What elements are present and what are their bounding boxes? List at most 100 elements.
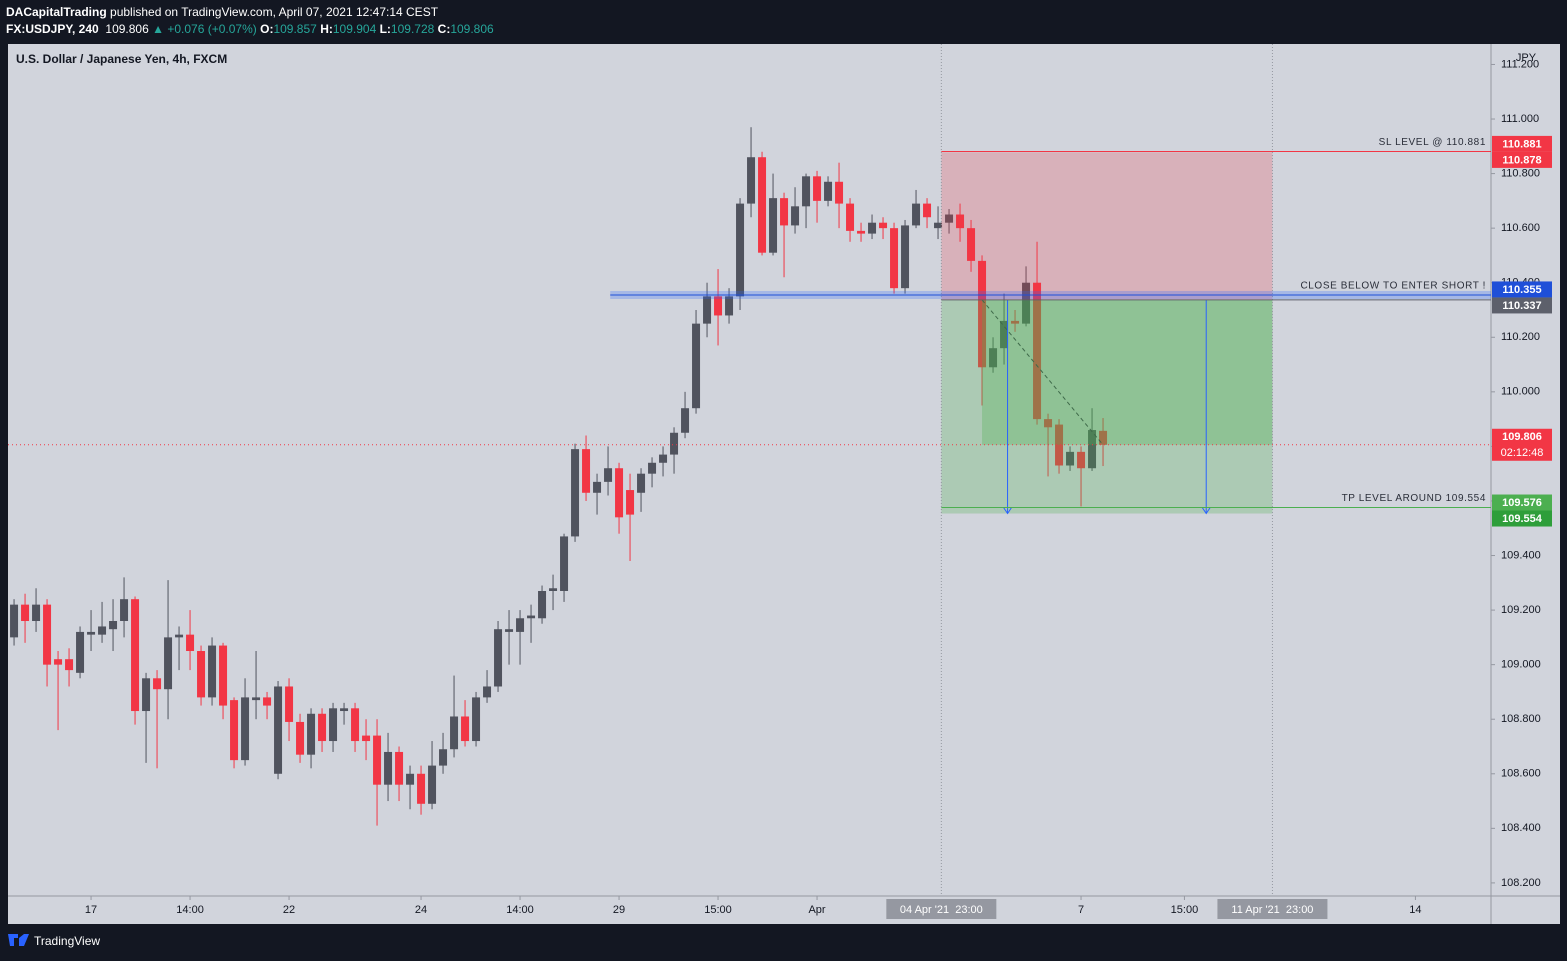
candle-body <box>736 203 745 297</box>
candle-body <box>494 629 503 687</box>
candle-body <box>1066 451 1075 466</box>
candle-body <box>186 634 195 652</box>
candle-body <box>956 214 965 229</box>
candle-body <box>351 708 360 742</box>
published: published on TradingView.com, April 07, … <box>110 5 439 19</box>
candle-body <box>252 697 261 701</box>
level-note: CLOSE BELOW TO ENTER SHORT ! <box>1300 281 1486 292</box>
candle-body <box>219 645 228 706</box>
price-tag <box>1492 428 1552 461</box>
footer-brand: TradingView <box>34 934 100 948</box>
logo <box>8 934 29 946</box>
candle-body <box>43 604 52 665</box>
up-arrow: ▲ <box>152 22 165 36</box>
candle-body <box>703 296 712 324</box>
x-tick-label: 24 <box>415 904 427 916</box>
candle-body <box>472 697 481 742</box>
candle-body <box>835 181 844 204</box>
price-tag-label: 109.554 <box>1502 513 1543 525</box>
currency: JPY <box>1516 52 1537 64</box>
candle-body <box>1044 419 1053 428</box>
candle-body <box>120 599 129 622</box>
candle-body <box>516 618 525 632</box>
candle-body <box>241 697 250 761</box>
candle-body <box>109 621 118 630</box>
y-tick-label: 111.200 <box>1501 58 1539 70</box>
candle-body <box>1099 430 1108 445</box>
candle-body <box>1000 320 1009 349</box>
candle-body <box>406 773 415 785</box>
y-tick-label: 108.800 <box>1501 713 1541 725</box>
candle-body <box>307 713 316 755</box>
marker-box <box>1217 899 1328 919</box>
candle-body <box>769 198 778 253</box>
arrow-head <box>1201 507 1211 515</box>
y-tick-label: 110.200 <box>1501 331 1540 343</box>
candle-body <box>1033 282 1042 420</box>
candle-body <box>1055 424 1064 466</box>
candle-body <box>626 490 635 515</box>
ohlc-value: 109.857 <box>273 22 317 36</box>
x-tick-label: 15:00 <box>704 904 732 916</box>
chart-title: U.S. Dollar / Japanese Yen, 4h, FXCM <box>16 52 227 66</box>
candle-body <box>153 678 162 690</box>
candle-body <box>538 590 547 619</box>
candle-body <box>615 468 624 518</box>
candle-body <box>813 176 822 201</box>
arrow-head <box>1003 507 1012 515</box>
candle-body <box>780 198 789 226</box>
ohlc-value: 109.904 <box>332 22 377 36</box>
candle-body <box>32 604 41 622</box>
ohlc-label: C: <box>437 22 451 36</box>
y-tick-label: 109.400 <box>1501 549 1541 561</box>
marker-label: 11 Apr '21 23:00 <box>1231 904 1313 916</box>
y-tick-label: 108.400 <box>1501 822 1541 834</box>
price-tag <box>1492 494 1552 511</box>
candle-body <box>604 468 613 482</box>
candle-body <box>373 735 382 785</box>
candle-body <box>54 659 63 665</box>
y-tick-label: 111.000 <box>1501 113 1539 125</box>
candle-body <box>824 181 833 201</box>
price-tag-label: 110.337 <box>1502 300 1541 312</box>
candle-body <box>560 536 569 591</box>
y-tick-label: 110.000 <box>1501 386 1540 398</box>
candle-body <box>285 686 294 722</box>
candle-body <box>934 222 943 229</box>
candle-body <box>142 678 151 712</box>
x-tick-label: Apr <box>808 904 825 916</box>
candle-body <box>802 176 811 207</box>
x-tick-label: 7 <box>1078 904 1084 916</box>
price-tag <box>1492 510 1552 527</box>
candle-body <box>1088 430 1097 469</box>
candle-body <box>505 629 514 632</box>
candle-body <box>439 749 448 766</box>
candle-body <box>384 751 393 785</box>
candle-body <box>857 230 866 234</box>
candle-body <box>175 634 184 638</box>
marker-label: 04 Apr '21 23:00 <box>900 904 983 916</box>
price-tag-label: 109.806 <box>1502 431 1542 443</box>
ohlc-legend: O:109.857 H:109.904 L:109.728 C:109.806 <box>257 22 494 36</box>
candle-body <box>681 408 690 433</box>
candle-body <box>758 157 767 253</box>
candle-body <box>593 481 602 493</box>
chart-bg <box>8 44 1560 924</box>
target-zone <box>941 299 1273 514</box>
candle-body <box>846 203 855 231</box>
price-tag-label: 109.576 <box>1502 497 1542 509</box>
candle-body <box>868 222 877 234</box>
price-tag <box>1492 151 1552 168</box>
price-tag <box>1492 135 1552 152</box>
candle-body <box>989 348 998 368</box>
candle-body <box>714 296 723 316</box>
level-note: TP LEVEL AROUND 109.554 <box>1342 493 1486 504</box>
x-tick-label: 14 <box>1409 904 1421 916</box>
change: +0.076 (+0.07%) <box>167 22 257 36</box>
price-tag <box>1492 297 1552 314</box>
x-tick-label: 22 <box>283 904 295 916</box>
trade-path <box>981 299 1104 446</box>
price-tag-label: 110.881 <box>1502 138 1541 150</box>
candle-body <box>890 228 899 289</box>
